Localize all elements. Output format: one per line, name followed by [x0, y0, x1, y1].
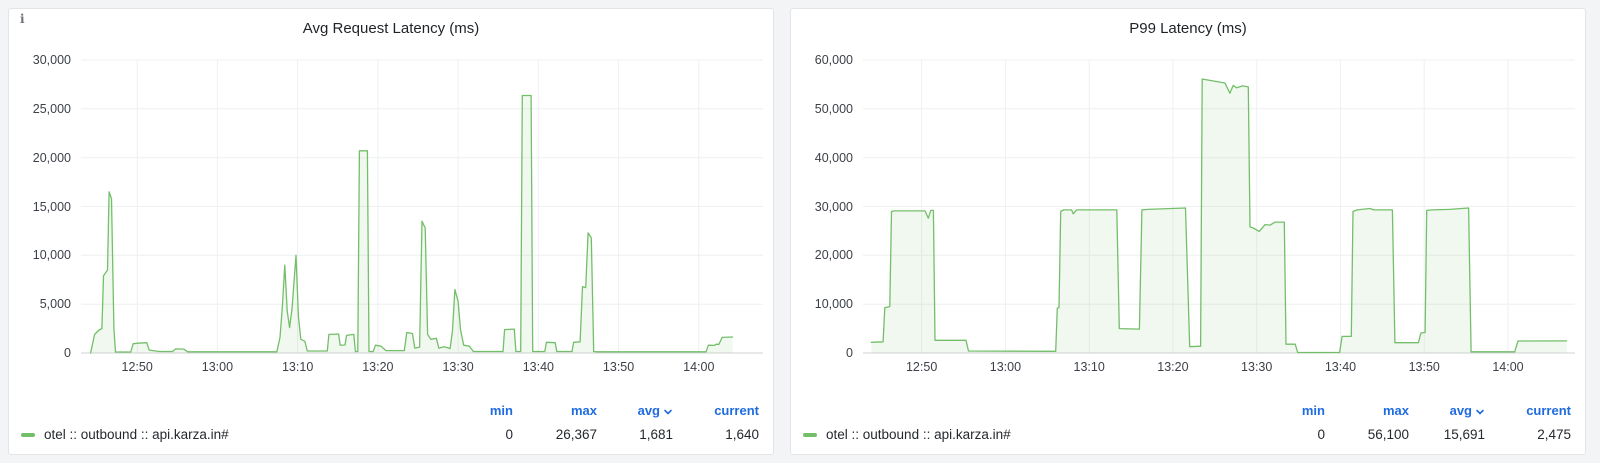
y-axis: 0 10,000 20,000 30,000 40,000 50,000 60,000 — [801, 53, 863, 378]
x-axis-tick-label: 13:30 — [442, 360, 474, 374]
x-axis-tick-label: 13:10 — [281, 360, 314, 374]
panel-title[interactable]: Avg Request Latency (ms) — [302, 19, 480, 37]
stat-current-value: 2,475 — [1537, 427, 1571, 442]
y-axis-tick-label: 10,000 — [814, 297, 853, 312]
y-axis-tick-label: 50,000 — [814, 101, 853, 116]
stat-avg-value: 1,681 — [639, 427, 673, 442]
x-axis: 12:50 13:00 13:10 13:20 13:30 13:40 13:50 14:00 — [81, 354, 763, 378]
legend-header-current[interactable]: current — [1485, 403, 1571, 418]
chevron-down-icon — [1476, 409, 1484, 414]
legend: min max avg current otel :: outbound :: … — [19, 403, 763, 444]
legend-header-current-label: current — [714, 403, 759, 418]
x-axis-tick-label: 13:10 — [1073, 360, 1105, 374]
x-axis-tick-label: 13:40 — [1324, 360, 1357, 374]
legend: min max avg current otel :: outbound :: … — [801, 403, 1575, 444]
chevron-down-icon — [664, 409, 672, 414]
legend-header-avg[interactable]: avg — [1409, 403, 1485, 418]
y-axis-tick-label: 20,000 — [32, 150, 71, 165]
panel-p99-latency: P99 Latency (ms) 0 10,000 20,000 30,000 40,0… — [790, 8, 1586, 455]
legend-header-avg-label: avg — [637, 403, 660, 418]
legend-header-min-label: min — [489, 403, 513, 418]
series-name[interactable]: otel :: outbound :: api.karza.in# — [44, 427, 229, 442]
series-color-marker[interactable] — [803, 432, 817, 437]
panel-header: P99 Latency (ms) — [801, 15, 1575, 41]
panel-title[interactable]: P99 Latency (ms) — [1129, 19, 1247, 37]
series-color-marker[interactable] — [21, 432, 35, 437]
y-axis-tick-label: 0 — [64, 346, 71, 360]
legend-series-row: otel :: outbound :: api.karza.in# — [803, 427, 1265, 442]
series-name[interactable]: otel :: outbound :: api.karza.in# — [826, 427, 1011, 442]
x-axis-tick-label: 13:20 — [1157, 360, 1189, 374]
y-axis-tick-label: 15,000 — [32, 199, 71, 214]
x-axis-tick-label: 12:50 — [905, 360, 938, 374]
stat-max-value: 26,367 — [555, 427, 597, 442]
panel-info-icon[interactable]: i — [20, 12, 25, 26]
time-series-plot[interactable] — [863, 59, 1575, 354]
legend-header-min[interactable]: min — [1265, 403, 1325, 418]
y-axis-tick-label: 30,000 — [32, 53, 71, 67]
legend-header-current-label: current — [1526, 403, 1571, 418]
legend-header-avg-label: avg — [1449, 403, 1472, 418]
y-axis-tick-label: 5,000 — [39, 297, 71, 312]
stat-min-value: 0 — [1317, 427, 1325, 442]
legend-header-min[interactable]: min — [453, 403, 513, 418]
chart-area: 0 5,000 10,000 15,000 20,000 25,000 30,000 12:… — [19, 53, 763, 378]
y-axis-tick-label: 40,000 — [814, 150, 853, 165]
legend-header-max[interactable]: max — [1325, 403, 1409, 418]
x-axis-tick-label: 13:30 — [1241, 360, 1273, 374]
legend-header-max-label: max — [570, 403, 597, 418]
legend-header-current[interactable]: current — [673, 403, 759, 418]
y-axis-tick-label: 10,000 — [32, 248, 71, 263]
x-axis-tick-label: 13:20 — [362, 360, 394, 374]
legend-header-min-label: min — [1301, 403, 1325, 418]
time-series-plot[interactable] — [81, 59, 763, 354]
x-axis-tick-label: 13:50 — [1408, 360, 1440, 374]
legend-header-max[interactable]: max — [513, 403, 597, 418]
x-axis-tick-label: 12:50 — [121, 360, 153, 374]
legend-header-avg[interactable]: avg — [597, 403, 673, 418]
plot-region — [863, 59, 1575, 354]
y-axis-tick-label: 60,000 — [814, 53, 853, 67]
x-axis: 12:50 13:00 13:10 13:20 13:30 13:40 13:50 14:00 — [863, 354, 1575, 378]
y-axis: 0 5,000 10,000 15,000 20,000 25,000 30,000 — [19, 53, 81, 378]
chart-area: 0 10,000 20,000 30,000 40,000 50,000 60,000 12… — [801, 53, 1575, 378]
series-area — [90, 95, 733, 353]
y-axis-tick-label: 30,000 — [814, 199, 853, 214]
y-axis-tick-label: 20,000 — [814, 248, 853, 263]
y-axis-tick-label: 25,000 — [32, 101, 71, 116]
x-axis-tick-label: 14:00 — [1492, 360, 1524, 374]
series-line — [870, 78, 1568, 354]
x-axis-tick-label: 13:00 — [989, 360, 1022, 374]
series-line — [89, 94, 734, 354]
stat-max-value: 56,100 — [1367, 427, 1409, 442]
y-axis-tick-label: 0 — [846, 346, 853, 360]
x-axis-tick-label: 13:40 — [522, 360, 554, 374]
panel-avg-request-latency: i Avg Request Latency (ms) 0 5,000 10,000 1… — [8, 8, 774, 455]
panel-header: Avg Request Latency (ms) — [19, 15, 763, 41]
x-axis-tick-label: 13:50 — [602, 360, 635, 374]
plot-region — [81, 59, 763, 354]
x-axis-tick-label: 14:00 — [683, 360, 715, 374]
x-axis-tick-label: 13:00 — [201, 360, 234, 374]
stat-current-value: 1,640 — [725, 427, 759, 442]
legend-series-row: otel :: outbound :: api.karza.in# — [21, 427, 453, 442]
legend-header-max-label: max — [1382, 403, 1409, 418]
series-area — [871, 79, 1567, 353]
stat-min-value: 0 — [505, 427, 513, 442]
stat-avg-value: 15,691 — [1443, 427, 1485, 442]
